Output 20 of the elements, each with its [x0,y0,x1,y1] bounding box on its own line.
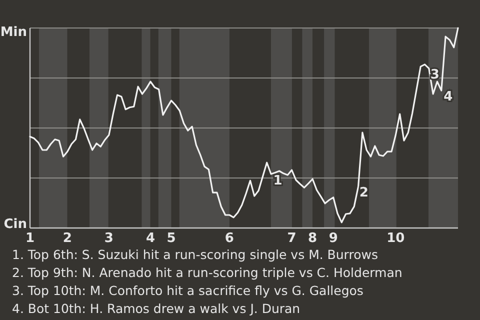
x-tick-label: 10 [386,231,405,246]
x-tick-label: 6 [224,231,234,246]
x-tick-label: 3 [104,231,114,246]
x-tick-label: 4 [146,231,156,246]
text: Cin [4,217,27,232]
annotation: 4 [444,90,453,105]
text: Min [0,24,27,40]
x-tick-label: 9 [328,231,338,246]
text: 1. Top 6th: S. Suzuki hit a run-scoring single vs M. Burrows [12,247,378,262]
x-tick-label: 8 [308,231,318,246]
text: 4. Bot 10th: H. Ramos drew a walk vs J. Duran [12,301,300,316]
x-tick-label: 1 [25,231,35,246]
annotation: 2 [359,186,368,201]
x-tick-label: 5 [166,231,176,246]
x-tick-label: 7 [287,231,296,246]
text: 2. Top 9th: N. Arenado hit a run-scoring triple vs C. Holderman [12,265,402,280]
x-tick-label: 2 [62,231,72,246]
annotation: 1 [273,174,282,189]
text: 3. Top 10th: M. Conforto hit a sacrifice fly vs G. Gallegos [12,283,364,298]
annotation: 3 [430,68,440,83]
